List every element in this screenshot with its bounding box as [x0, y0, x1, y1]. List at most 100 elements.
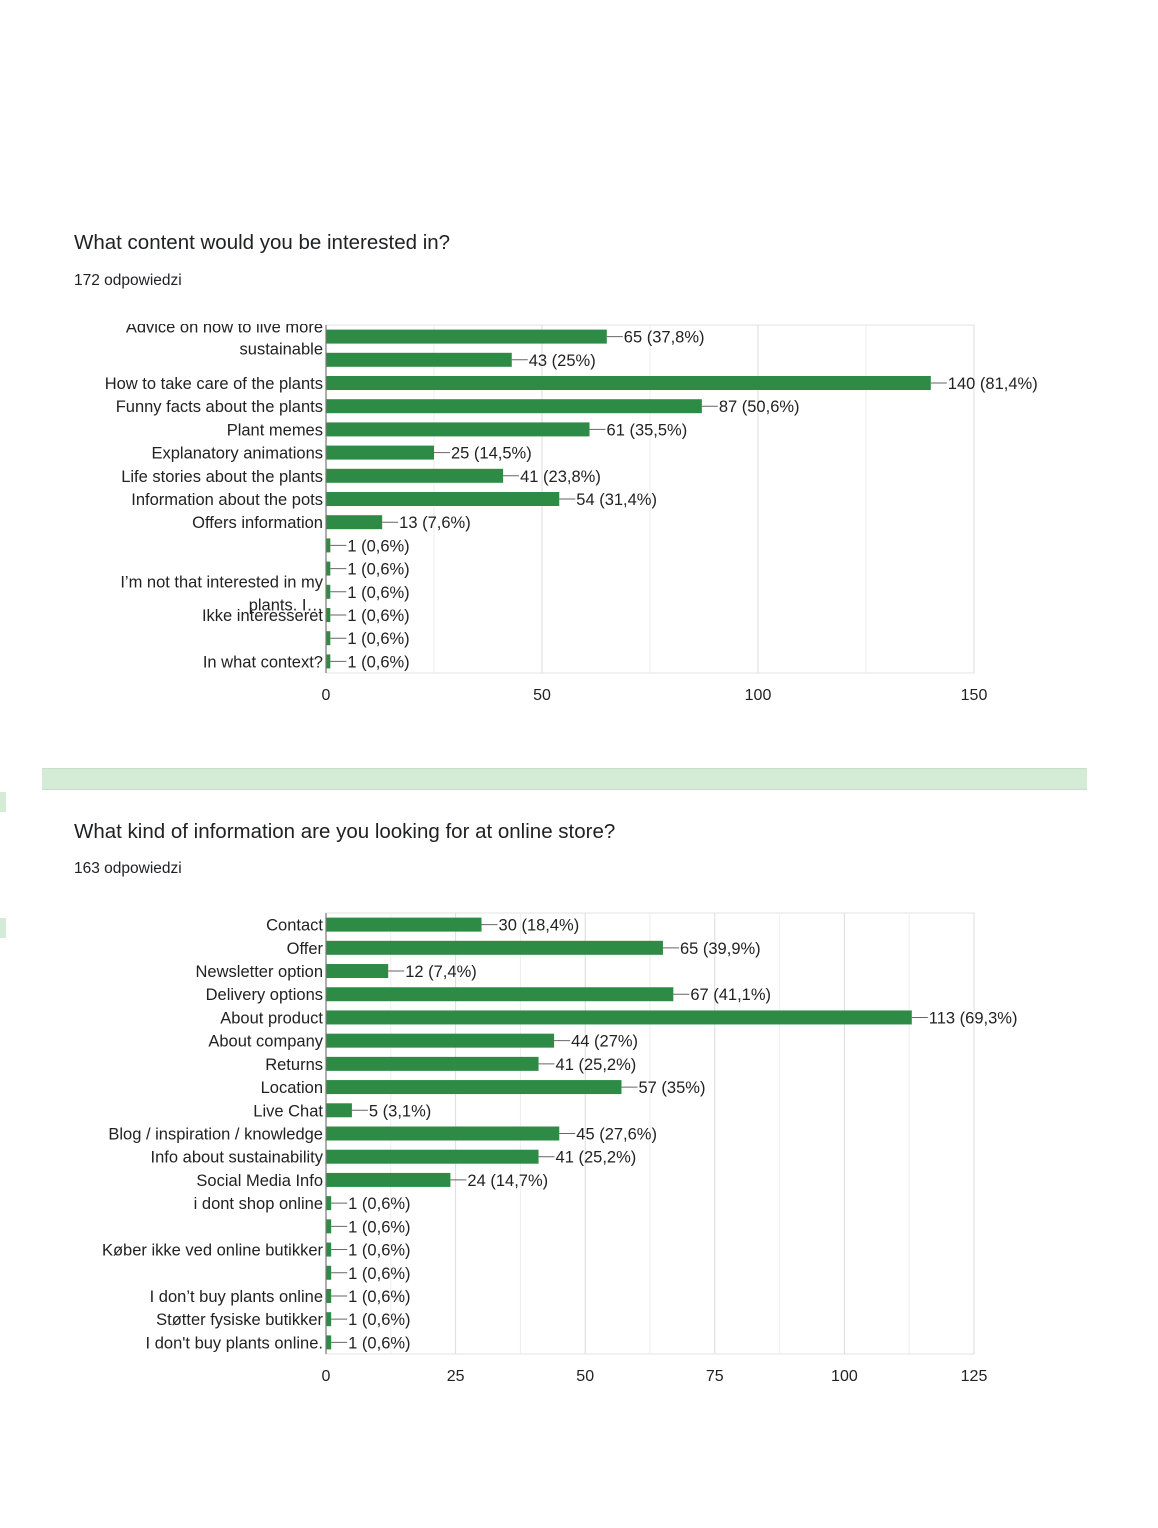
bar [326, 352, 512, 367]
category-label: I’m not that interested in my [120, 574, 323, 592]
data-label: 41 (23,8%) [520, 468, 601, 486]
x-tick-label: 50 [533, 687, 551, 704]
question-title: What content would you be interested in? [74, 231, 451, 254]
category-label: sustainable [240, 341, 323, 359]
x-tick-label: 100 [745, 687, 772, 704]
bar [326, 376, 931, 390]
bar [326, 1312, 332, 1327]
bar [326, 1172, 451, 1187]
bar [326, 987, 674, 1002]
category-label: Ikke interesseret [202, 607, 323, 625]
data-label: 1 (0,6%) [348, 1218, 410, 1236]
category-label: Delivery options [206, 986, 323, 1004]
bar [326, 1103, 352, 1118]
bar [326, 1126, 560, 1141]
x-tick-label: 75 [706, 1368, 724, 1385]
data-label: 61 (35,5%) [607, 421, 688, 439]
category-label: In what context? [203, 653, 323, 671]
category-label: Info about sustainability [151, 1149, 324, 1167]
category-label: i dont shop online [194, 1195, 323, 1213]
question-card-1: What content would you be interested in?… [42, 205, 1087, 765]
x-tick-label: 0 [322, 687, 331, 704]
category-label: Social Media Info [196, 1172, 323, 1190]
category-label: Køber ikke ved online butikker [102, 1242, 324, 1260]
data-label: 12 (7,4%) [405, 963, 477, 981]
chart-1-group: 0 50 100 150 65 (37,8%) 43 (25%) 140 (81,4%) 87… [105, 319, 1038, 704]
data-label: 5 (3,1%) [369, 1102, 431, 1120]
question-title: What kind of information are you looking… [74, 820, 616, 843]
x-tick-label: 0 [322, 1368, 331, 1385]
response-count: 172 odpowiedzi [74, 272, 182, 289]
category-label: Information about the pots [131, 491, 323, 509]
category-label: About company [208, 1033, 323, 1051]
bar [326, 584, 331, 599]
response-count: 163 odpowiedzi [74, 860, 182, 877]
category-label: Explanatory animations [151, 445, 323, 463]
x-tick-label: 125 [961, 1368, 988, 1385]
bar [326, 1242, 332, 1257]
category-label: Newsletter option [196, 963, 323, 981]
data-label: 1 (0,6%) [348, 1288, 410, 1306]
bar [326, 399, 702, 414]
data-label: 1 (0,6%) [347, 537, 409, 555]
data-label: 140 (81,4%) [948, 375, 1038, 393]
category-label: Advice on how to live more [126, 319, 323, 337]
category-label: Offer [287, 940, 324, 958]
x-tick-label: 25 [447, 1368, 465, 1385]
data-label: 1 (0,6%) [348, 1265, 410, 1283]
bar [326, 1010, 912, 1025]
data-label: 13 (7,6%) [399, 514, 471, 532]
bar [326, 1196, 332, 1211]
bar [326, 1149, 539, 1164]
data-label: 1 (0,6%) [347, 630, 409, 648]
data-label: 113 (69,3%) [929, 1009, 1018, 1027]
category-label: How to take care of the plants [105, 375, 323, 393]
category-label: Plant memes [227, 421, 323, 439]
data-label: 44 (27%) [571, 1033, 638, 1051]
bar [326, 1080, 622, 1095]
category-label: Blog / inspiration / knowledge [108, 1126, 323, 1144]
data-label: 1 (0,6%) [348, 1195, 410, 1213]
bar [326, 654, 331, 669]
data-label: 45 (27,6%) [576, 1126, 657, 1144]
bar [326, 445, 434, 460]
category-label: Offers information [192, 514, 323, 532]
data-label: 65 (37,8%) [624, 329, 705, 347]
bar [326, 515, 383, 530]
category-label: Location [261, 1079, 323, 1097]
data-label: 41 (25,2%) [556, 1149, 637, 1167]
data-label: 1 (0,6%) [347, 607, 409, 625]
edge-mark-lower [0, 918, 6, 938]
category-label: Funny facts about the plants [116, 398, 323, 416]
data-label: 65 (39,9%) [680, 940, 761, 958]
category-label: Returns [265, 1056, 323, 1074]
edge-mark-upper [0, 792, 6, 812]
data-label: 25 (14,5%) [451, 445, 532, 463]
bar [326, 329, 607, 344]
bar [326, 1265, 332, 1280]
data-label: 1 (0,6%) [348, 1242, 410, 1260]
data-label: 54 (31,4%) [576, 491, 657, 509]
data-label: 24 (14,7%) [467, 1172, 548, 1190]
bar [326, 1219, 332, 1234]
data-label: 1 (0,6%) [348, 1334, 410, 1352]
category-label: I don’t buy plants online [150, 1288, 323, 1306]
data-label: 41 (25,2%) [556, 1056, 637, 1074]
section-divider [42, 768, 1087, 790]
data-label: 87 (50,6%) [719, 398, 800, 416]
category-label: Live Chat [253, 1102, 323, 1120]
question-card-2: What kind of information are you looking… [42, 790, 1087, 1466]
data-label: 1 (0,6%) [347, 653, 409, 671]
x-tick-label: 50 [576, 1368, 594, 1385]
bar [326, 917, 482, 932]
category-label: I don't buy plants online. [146, 1334, 323, 1352]
bar [326, 631, 331, 646]
data-label: 43 (25%) [529, 352, 596, 370]
bar [326, 940, 663, 955]
bar [326, 538, 331, 553]
data-label: 30 (18,4%) [499, 917, 580, 935]
x-tick-label: 150 [961, 687, 988, 704]
bar [326, 1056, 539, 1071]
